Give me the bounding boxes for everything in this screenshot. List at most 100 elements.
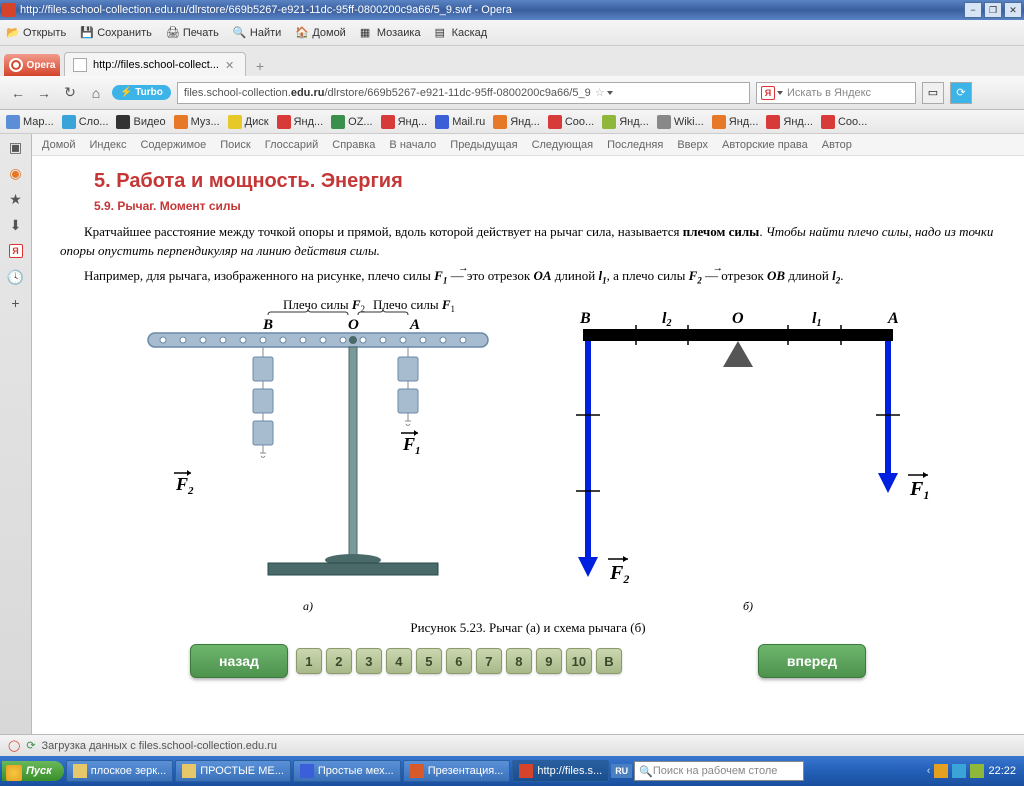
menu-home[interactable]: 🏠Домой bbox=[295, 26, 346, 40]
bookmark-item-0[interactable]: Мар... bbox=[6, 115, 54, 129]
content-nav-item-12[interactable]: Автор bbox=[822, 139, 852, 151]
sidebar-downloads-icon[interactable]: ⬇ bbox=[7, 216, 25, 234]
url-pre: files.school-collection. bbox=[184, 87, 291, 99]
menu-cascade[interactable]: ▤Каскад bbox=[435, 26, 488, 40]
content-nav-item-3[interactable]: Поиск bbox=[220, 139, 250, 151]
bookmark-item-2[interactable]: Видео bbox=[116, 115, 165, 129]
content-nav-item-9[interactable]: Последняя bbox=[607, 139, 663, 151]
sidebar-contacts-icon[interactable]: ◉ bbox=[7, 164, 25, 182]
content-nav-item-2[interactable]: Содержимое bbox=[140, 139, 206, 151]
page-tab[interactable]: http://files.school-collect... ✕ bbox=[64, 52, 246, 76]
back-page-button[interactable]: назад bbox=[190, 644, 288, 678]
page-number-6[interactable]: 6 bbox=[446, 648, 472, 674]
sync-button[interactable]: ⟳ bbox=[950, 82, 972, 104]
sidebar-bookmarks-icon[interactable]: ▣ bbox=[7, 138, 25, 156]
back-button[interactable]: ← bbox=[8, 83, 28, 103]
bookmark-item-5[interactable]: Янд... bbox=[277, 115, 324, 129]
content-nav-item-10[interactable]: Вверх bbox=[677, 139, 708, 151]
bookmark-item-14[interactable]: Янд... bbox=[766, 115, 813, 129]
menu-open[interactable]: 📂Открыть bbox=[6, 26, 66, 40]
bookmark-item-3[interactable]: Муз... bbox=[174, 115, 220, 129]
content-nav-item-7[interactable]: Предыдущая bbox=[450, 139, 517, 151]
language-indicator[interactable]: RU bbox=[611, 764, 632, 778]
page-number-1[interactable]: 1 bbox=[296, 648, 322, 674]
menu-print[interactable]: 🖨Печать bbox=[166, 26, 219, 40]
sidebar-add-icon[interactable]: + bbox=[7, 294, 25, 312]
bookmark-item-4[interactable]: Диск bbox=[228, 115, 269, 129]
svg-text:l2: l2 bbox=[662, 310, 671, 329]
content-nav-item-4[interactable]: Глоссарий bbox=[265, 139, 319, 151]
sidebar-history-icon[interactable]: 🕓 bbox=[7, 268, 25, 286]
url-domain: edu.ru bbox=[291, 87, 325, 99]
taskbar-item-4[interactable]: http://files.s... bbox=[512, 760, 609, 782]
bookmark-item-15[interactable]: Coo... bbox=[821, 115, 867, 129]
restore-button[interactable]: ❐ bbox=[984, 2, 1002, 18]
taskbar-item-2[interactable]: Простые мех... bbox=[293, 760, 401, 782]
minimize-button[interactable]: − bbox=[964, 2, 982, 18]
bookmark-item-12[interactable]: Wiki... bbox=[657, 115, 704, 129]
panel-button[interactable]: ▭ bbox=[922, 82, 944, 104]
search-input[interactable]: Я Искать в Яндекс bbox=[756, 82, 916, 104]
page-number-8[interactable]: 8 bbox=[506, 648, 532, 674]
bookmark-bar: Мар... Сло... Видео Муз... Диск Янд... OZ... Ян… bbox=[0, 110, 1024, 134]
bookmark-item-8[interactable]: Mail.ru bbox=[435, 115, 485, 129]
page-number-3[interactable]: 3 bbox=[356, 648, 382, 674]
tab-favicon-icon bbox=[73, 58, 87, 72]
taskbar-item-3[interactable]: Презентация... bbox=[403, 760, 511, 782]
taskbar-item-1[interactable]: ПРОСТЫЕ МЕ... bbox=[175, 760, 291, 782]
start-button[interactable]: Пуск bbox=[2, 761, 64, 781]
new-tab-button[interactable]: + bbox=[250, 56, 270, 76]
taskbar-item-icon bbox=[73, 764, 87, 778]
bookmark-item-7[interactable]: Янд... bbox=[381, 115, 428, 129]
search-engine-dropdown-icon[interactable] bbox=[777, 91, 783, 95]
close-button[interactable]: ✕ bbox=[1004, 2, 1022, 18]
menu-save[interactable]: 💾Сохранить bbox=[80, 26, 152, 40]
menu-mosaic[interactable]: ▦Мозаика bbox=[360, 26, 421, 40]
content-nav-item-5[interactable]: Справка bbox=[332, 139, 375, 151]
content-nav-item-6[interactable]: В начало bbox=[389, 139, 436, 151]
page-number-7[interactable]: 7 bbox=[476, 648, 502, 674]
content-nav-item-11[interactable]: Авторские права bbox=[722, 139, 808, 151]
content-nav-item-8[interactable]: Следующая bbox=[532, 139, 594, 151]
bookmark-item-9[interactable]: Янд... bbox=[493, 115, 540, 129]
reload-button[interactable]: ↻ bbox=[60, 83, 80, 103]
bookmark-icon bbox=[174, 115, 188, 129]
page-number-5[interactable]: 5 bbox=[416, 648, 442, 674]
bookmark-item-10[interactable]: Coo... bbox=[548, 115, 594, 129]
bookmark-item-6[interactable]: OZ... bbox=[331, 115, 372, 129]
content-nav-item-1[interactable]: Индекс bbox=[90, 139, 127, 151]
cascade-icon: ▤ bbox=[435, 26, 449, 40]
forward-page-button[interactable]: вперед bbox=[758, 644, 866, 678]
tab-close-icon[interactable]: ✕ bbox=[225, 59, 237, 71]
address-bar[interactable]: files.school-collection.edu.ru/dlrstore/… bbox=[177, 82, 750, 104]
forward-button[interactable]: → bbox=[34, 83, 54, 103]
taskbar-item-label: http://files.s... bbox=[537, 765, 602, 777]
reload-status-icon[interactable]: ⟳ bbox=[26, 739, 35, 752]
page-number-4[interactable]: 4 bbox=[386, 648, 412, 674]
page-number-2[interactable]: 2 bbox=[326, 648, 352, 674]
page-number-9[interactable]: 9 bbox=[536, 648, 562, 674]
desktop-search[interactable]: 🔍 Поиск на рабочем столе bbox=[634, 761, 804, 781]
svg-text:F1: F1 bbox=[402, 434, 421, 457]
bookmark-item-13[interactable]: Янд... bbox=[712, 115, 759, 129]
tray-chevron-icon[interactable]: ‹ bbox=[927, 765, 931, 777]
page-number-10[interactable]: 10 bbox=[566, 648, 592, 674]
bookmark-star-icon[interactable]: ☆ bbox=[595, 86, 605, 99]
content-nav-item-0[interactable]: Домой bbox=[42, 139, 76, 151]
tray-icon-1[interactable] bbox=[934, 764, 948, 778]
page-number-В[interactable]: В bbox=[596, 648, 622, 674]
taskbar-item-0[interactable]: плоское зерк... bbox=[66, 760, 173, 782]
home-button[interactable]: ⌂ bbox=[86, 83, 106, 103]
sidebar-yandex-icon[interactable]: Я bbox=[7, 242, 25, 260]
bookmark-item-11[interactable]: Янд... bbox=[602, 115, 649, 129]
clock[interactable]: 22:22 bbox=[988, 765, 1016, 777]
sidebar-star-icon[interactable]: ★ bbox=[7, 190, 25, 208]
menu-find[interactable]: 🔍Найти bbox=[233, 26, 281, 40]
url-dropdown-icon[interactable] bbox=[607, 91, 613, 95]
tray-icon-2[interactable] bbox=[952, 764, 966, 778]
bookmark-item-1[interactable]: Сло... bbox=[62, 115, 109, 129]
turbo-badge[interactable]: ⚡ Turbo bbox=[112, 85, 171, 100]
opera-menu-tab[interactable]: Opera bbox=[4, 54, 60, 76]
content-nav: Домой Индекс Содержимое Поиск Глоссарий Справ… bbox=[32, 134, 1024, 156]
tray-icon-3[interactable] bbox=[970, 764, 984, 778]
